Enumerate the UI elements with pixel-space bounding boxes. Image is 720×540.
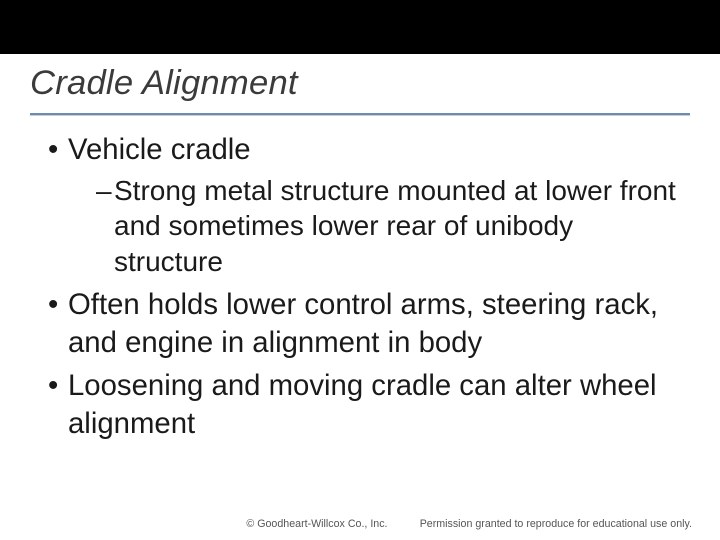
list-item: Vehicle cradle Strong metal structure mo… [48,131,686,280]
bullet-text: Strong metal structure mounted at lower … [114,175,676,278]
title-block: Cradle Alignment [0,54,720,109]
title-underline [30,113,690,115]
list-item: Often holds lower control arms, steering… [48,286,686,361]
bullet-text: Vehicle cradle [68,133,251,166]
list-item: Strong metal structure mounted at lower … [96,173,686,280]
bullet-text: Often holds lower control arms, steering… [68,288,658,359]
top-bar [0,0,720,54]
slide-title: Cradle Alignment [30,64,690,103]
permission-text: Permission granted to reproduce for educ… [388,518,692,530]
list-item: Loosening and moving cradle can alter wh… [48,367,686,442]
sub-bullet-list: Strong metal structure mounted at lower … [68,173,686,280]
content-area: Vehicle cradle Strong metal structure mo… [0,115,720,442]
copyright-text: © Goodheart-Willcox Co., Inc. [0,518,388,530]
bullet-text: Loosening and moving cradle can alter wh… [68,369,657,440]
bullet-list: Vehicle cradle Strong metal structure mo… [34,131,686,442]
footer: © Goodheart-Willcox Co., Inc. Permission… [0,518,720,530]
